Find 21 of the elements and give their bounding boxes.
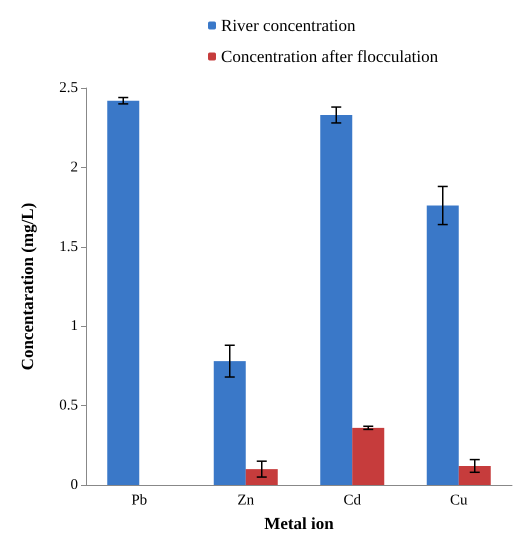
y-tick-label: 2 [70,159,78,176]
legend-label: Concentration after flocculation [221,47,439,66]
y-axis-title: Concentaration (mg/L) [18,202,37,370]
bar [107,100,140,485]
y-tick-label: 0.5 [59,398,78,414]
bar [458,466,491,485]
x-tick-label: Cu [450,492,468,508]
bar [320,114,352,485]
legend-label: River concentration [221,16,356,35]
y-tick-label: 2.5 [59,80,78,96]
x-tick-label: Zn [237,492,255,508]
bar [352,428,384,485]
x-axis-title: Metal ion [264,514,334,533]
bar [214,361,246,485]
y-tick-label: 0 [70,477,78,493]
bar [246,469,278,485]
y-tick-label: 1 [70,318,78,334]
x-tick-label: Cd [343,492,362,508]
x-tick-label: Pb [131,492,148,508]
y-tick-label: 1.5 [59,238,78,255]
bar [426,206,459,485]
